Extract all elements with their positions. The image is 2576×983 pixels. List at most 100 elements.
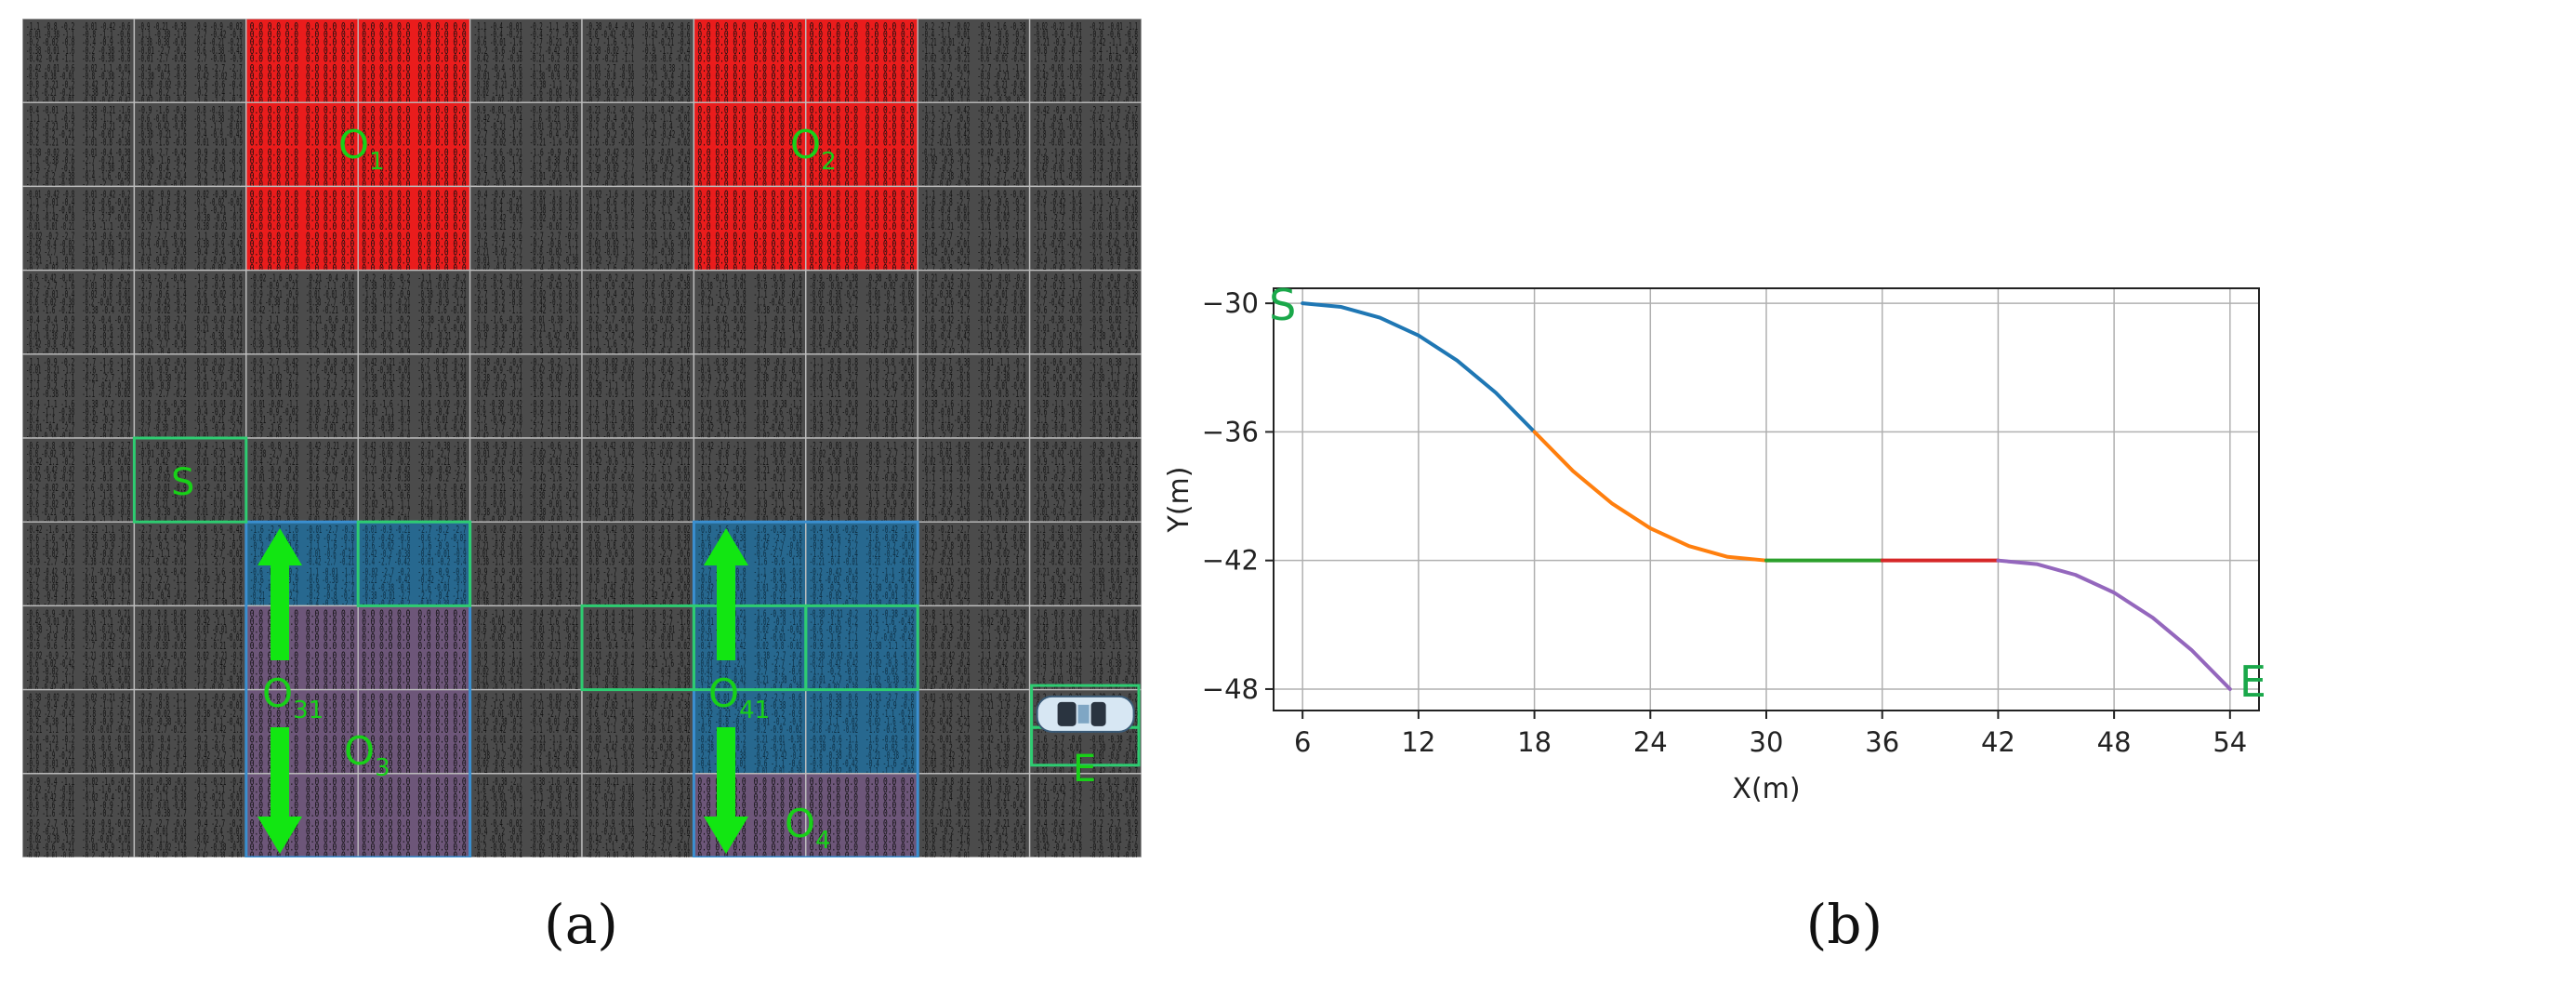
cell-value-text: 0.0 0.0 0.0 — [697, 21, 746, 33]
cell-value-text: -1.1 -0.38 -0.21 — [530, 155, 578, 166]
cell-value-text: -0.21 -0.9 -1.6 — [1034, 37, 1082, 48]
cell-value-text: 0.0 0.0 0.0 — [697, 138, 746, 149]
cell-value-text: 0.0 0.0 0.0 — [250, 79, 298, 90]
cell-value-text: 0.0 0.0 0.0 — [697, 255, 746, 266]
cell-value-text: 0.0 0.0 0.0 — [417, 37, 466, 48]
cell-value-text: 0.0 0.0 0.0 — [250, 221, 298, 232]
cell-value-text: 0.0 0.0 0.0 — [810, 239, 858, 250]
cell-value-text: -0.2 -0.38 -0.21 — [194, 113, 243, 125]
grid-cell: -0.38 -0.38 -1.6-1.6 -0.02 -0.01-0.9 -1.… — [1028, 437, 1142, 526]
cell-value-text: 0.0 0.0 0.0 — [810, 255, 858, 266]
cell-value-text: 0.0 0.0 0.0 — [810, 129, 858, 140]
cell-value-text: -1.6 -0.42 -0.02 — [697, 315, 746, 326]
cell-value-text: -0.42 -0.6 -0.6 — [641, 30, 690, 41]
cell-value-text: 0.0 0.0 0.0 — [250, 53, 298, 64]
cell-value-text: -0.4 -0.21 -0.8 — [138, 63, 186, 74]
cell-value-text: 0.0 0.0 0.0 — [417, 105, 466, 116]
grid-cell: 0.0 0.0 0.00.0 0.0 0.00.0 0.0 0.00.0 0.0… — [805, 185, 918, 274]
trajectory-chart: 6 12 18 24 30 36 42 48 54 −30 −36 −42 −48 X(m) Y(m) S E — [1163, 280, 2266, 805]
cell-value-text: -0.02 -0.8 -1.1 — [586, 323, 634, 334]
cell-value-text: -0.4 -0.01 -0.02 — [138, 239, 186, 250]
cell-value-text: -0.38 -0.02 -0.2 — [26, 147, 74, 158]
cell-value-text: -1.6 -0.21 -0.38 — [530, 113, 578, 125]
grid-cell: -0.4 -0.8 -0.02-0.2 -0.6 -2.7-0.8 -2.7 -… — [805, 521, 918, 610]
grid-cell: -0.8 -0.21 -2.7-0.2 -1.6 -0.01-0.21 -0.8… — [917, 521, 1031, 610]
cell-value-text: -0.01 -2.7 -0.42 — [138, 147, 186, 158]
cell-value-text: 0.0 0.0 0.0 — [754, 155, 802, 166]
cell-value-text: 0.0 0.0 0.0 — [754, 239, 802, 250]
cell-value-text: -0.9 -1.6 -0.38 — [977, 21, 1025, 33]
cell-value-text: -0.4 -0.9 -0.9 — [82, 37, 130, 48]
cell-value-text: 0.0 0.0 0.0 — [250, 46, 298, 57]
cell-value-text: -1.6 -2.7 -0.6 — [26, 164, 74, 175]
cell-value-text: 0.0 0.0 0.0 — [362, 197, 410, 208]
cell-value-text: -0.6 -0.02 -1.1 — [977, 213, 1025, 224]
cell-value-text: -0.4 -0.6 -0.9 — [977, 138, 1025, 149]
cell-value-text: 0.0 0.0 0.0 — [362, 147, 410, 158]
cell-value-text: 0.0 0.0 0.0 — [697, 155, 746, 166]
cell-value-text: -0.02 -2.7 -0.01 — [921, 850, 970, 857]
cell-value-text: -0.01 -0.6 -0.9 — [194, 305, 243, 316]
cell-value-text: 0.0 0.0 0.0 — [754, 63, 802, 74]
cell-value-text: -0.21 -0.8 -0.8 — [921, 87, 970, 99]
cell-value-text: -2.7 -0.21 -0.9 — [530, 37, 578, 48]
cell-value-text: -0.6 -0.02 -0.38 — [138, 850, 186, 857]
grid-cell: -0.9 -0.21 -0.38-1.1 -0.38 -1.6-0.38 -0.… — [133, 19, 247, 107]
cell-value-text: -0.42 -0.01 -0.6 — [26, 63, 74, 74]
cell-value-text: -0.2 -0.01 -0.4 — [26, 289, 74, 300]
cell-value-text: 0.0 0.0 0.0 — [697, 221, 746, 232]
cell-value-text: -1.1 -0.42 -0.01 — [250, 323, 298, 334]
x-tick-label: 12 — [1401, 726, 1435, 758]
cell-value-text: -1.1 -0.38 -1.6 — [977, 155, 1025, 166]
grid-cell: -0.6 -0.8 -1.6-0.38 -2.7 -0.8-0.4 -2.7 -… — [245, 437, 359, 526]
grid-cell: -0.9 -0.6 -0.38-0.38 -0.02 -0.4-0.01 -0.… — [805, 269, 918, 358]
grid-cell: -0.2 -0.6 -1.6-0.9 -0.42 -0.4-1.1 -0.21 … — [1028, 185, 1142, 274]
cell-value-text: -0.9 -0.21 -0.9 — [250, 289, 298, 300]
cell-value-text: -1.6 -0.6 -0.4 — [138, 289, 186, 300]
cell-value-text: 0.0 0.0 0.0 — [810, 221, 858, 232]
cell-value-text: -0.01 -0.8 -0.21 — [82, 281, 130, 292]
grid-cell: -0.4 -0.01 -1.1-1.1 -1.1 -0.9-0.2 -0.21 … — [22, 101, 136, 191]
cell-value-text: -2.7 -0.02 -2.7 — [586, 155, 634, 166]
cell-value-text: 0.0 0.0 0.0 — [362, 138, 410, 149]
cell-value-text: -0.42 -1.6 -0.42 — [530, 850, 578, 857]
cell-value-text: 0.0 0.0 0.0 — [306, 63, 354, 74]
cell-value-text: -1.6 -0.9 -0.38 — [586, 138, 634, 149]
cell-value-text: 0.0 0.0 0.0 — [306, 147, 354, 158]
cell-value-text: 0.0 0.0 0.0 — [250, 121, 298, 132]
grid-cell: -0.2 -0.6 -0.2-0.38 -0.02 -2.7-1.6 -0.6 … — [357, 269, 471, 358]
cell-value-text: -1.1 -0.4 -0.21 — [474, 30, 522, 41]
cell-value-text: 0.0 0.0 0.0 — [810, 46, 858, 57]
cell-value-text: 0.0 0.0 0.0 — [810, 79, 858, 90]
cell-value-text: -0.2 -0.4 -2.7 — [138, 164, 186, 175]
cell-value-text: -0.01 -1.6 -2.7 — [474, 255, 522, 266]
cell-value-text: 0.0 0.0 0.0 — [417, 197, 466, 208]
cell-value-text: -0.8 -0.38 -0.4 — [474, 850, 522, 857]
cell-value-text: -0.9 -1.6 -0.9 — [138, 105, 186, 116]
cell-value-text: -2.7 -0.42 -0.2 — [138, 297, 186, 308]
cell-value-text: -1.1 -2.7 -1.6 — [1090, 197, 1138, 208]
cell-value-text: -0.01 -0.4 -0.8 — [474, 72, 522, 83]
cell-value-text: -2.7 -0.21 -0.01 — [977, 113, 1025, 125]
cell-value-text: -1.1 -0.2 -0.8 — [586, 129, 634, 140]
cell-value-text: -0.21 -1.6 -0.01 — [641, 850, 690, 857]
cell-value-text: -0.6 -0.02 -0.21 — [641, 315, 690, 326]
cell-value-text: -2.7 -1.1 -0.01 — [26, 206, 74, 217]
cell-value-text: 0.0 0.0 0.0 — [362, 121, 410, 132]
cell-value-text: -0.01 -0.38 -1.1 — [26, 30, 74, 41]
cell-value-text: -0.9 -0.9 -0.38 — [641, 281, 690, 292]
cell-value-text: -0.8 -0.38 -2.7 — [82, 72, 130, 83]
cell-value-text: -1.6 -0.8 -0.9 — [641, 197, 690, 208]
cell-value-text: -0.2 -0.6 -2.7 — [977, 255, 1025, 266]
cell-value-text: -0.2 -0.6 -0.4 — [474, 46, 522, 57]
cell-value-text: 0.0 0.0 0.0 — [754, 171, 802, 182]
cell-value-text: -0.01 -0.38 -0.42 — [1090, 221, 1138, 232]
cell-value-text: 0.0 0.0 0.0 — [362, 87, 410, 99]
cell-value-text: -0.42 -0.01 -1.6 — [641, 189, 690, 200]
grid-cell: -1.1 -0.9 -0.8-1.1 -0.8 -0.9-0.6 -0.38 -… — [805, 353, 918, 442]
grid-cell: -1.1 -0.38 -0.42-0.4 -0.6 -0.21-0.9 -1.6… — [693, 353, 807, 442]
start-annotation: S — [1269, 280, 1296, 330]
cell-value-text: -0.4 -0.21 -0.2 — [921, 221, 970, 232]
cell-value-text: 0.0 0.0 0.0 — [754, 21, 802, 33]
cell-value-text: -0.21 -1.6 -0.9 — [530, 138, 578, 149]
